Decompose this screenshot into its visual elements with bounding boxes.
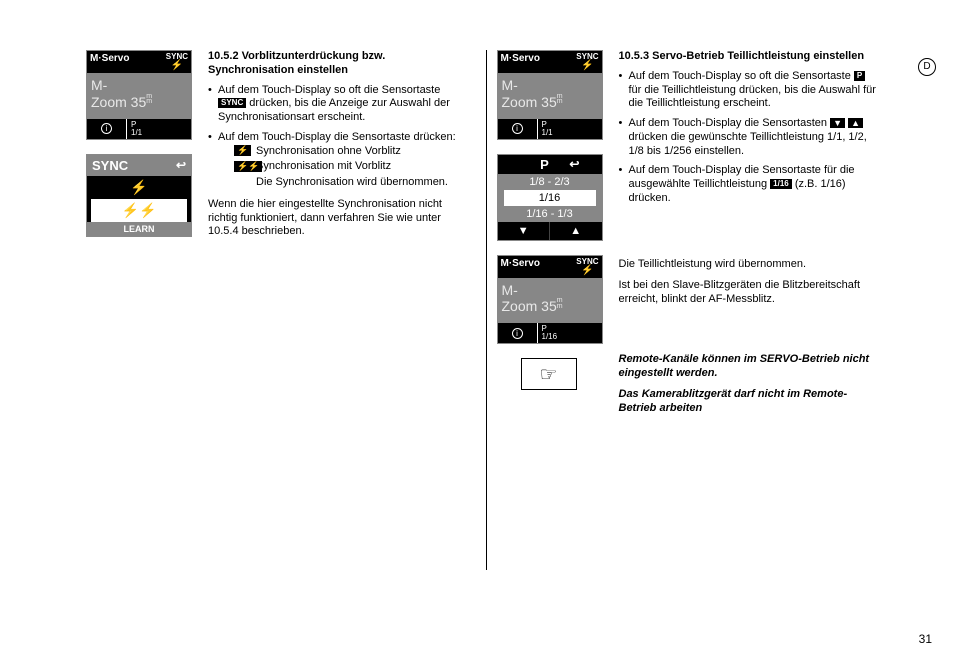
bullet-r1: • Auf dem Touch-Display so oft die Senso… bbox=[619, 70, 877, 111]
bolt-icon: ⚡ bbox=[581, 265, 593, 276]
text: drücken die gewünschte Teillichtleistung… bbox=[629, 131, 867, 157]
text: Auf dem Touch-Display so oft die Sensort… bbox=[218, 84, 440, 96]
up-arrow-icon: ▲ bbox=[550, 222, 602, 240]
sync-chip: SYNC bbox=[218, 98, 246, 108]
text: Auf dem Touch-Display so oft die Sensort… bbox=[629, 70, 851, 82]
return-icon: ↩ bbox=[569, 157, 579, 172]
power-row-2-selected: 1/16 bbox=[504, 190, 596, 206]
sync-option-1: ⚡ bbox=[87, 176, 191, 199]
p-value: 1/1 bbox=[131, 128, 142, 137]
column-right: M·Servo SYNC ⚡ M- Zoom 35mm i P bbox=[497, 50, 877, 620]
screen-zoom-label: Zoom 35 bbox=[502, 94, 557, 110]
heading-10-5-3: 10.5.3 Servo-Betrieb Teillichtleistung e… bbox=[619, 50, 877, 64]
column-left: M·Servo SYNC ⚡ M- Zoom 35mm i P bbox=[86, 50, 466, 620]
screen-zoom-label: Zoom 35 bbox=[91, 94, 146, 110]
down-arrow-chip: ▼ bbox=[830, 118, 845, 129]
note-2: Das Kamerablitzgerät darf nicht im Remot… bbox=[619, 388, 877, 416]
camera-screen-power: P ↩ 1/8 - 2/3 1/16 1/16 - 1/3 ▼ ▲ bbox=[497, 154, 603, 241]
info-icon: i bbox=[512, 123, 523, 134]
info-icon: i bbox=[101, 123, 112, 134]
p-value: 1/1 bbox=[542, 128, 553, 137]
paragraph-r2: Ist bei den Slave-Blitzgeräten die Blitz… bbox=[619, 279, 877, 307]
camera-screen-sync: SYNC ↩ ⚡ ⚡⚡ LEARN bbox=[86, 154, 192, 237]
screen-m-label: M- bbox=[91, 77, 187, 94]
paragraph-r1: Die Teillichtleistung wird übernommen. bbox=[619, 258, 877, 272]
pointer-icon: ☞ bbox=[521, 358, 577, 390]
text-right: 10.5.3 Servo-Betrieb Teillichtleistung e… bbox=[619, 50, 877, 620]
p-value: 1/16 bbox=[542, 332, 558, 341]
screen-m-label: M- bbox=[502, 77, 598, 94]
screen-m-label: M- bbox=[502, 282, 598, 299]
down-arrow-icon: ▼ bbox=[498, 222, 551, 240]
text-left: 10.5.2 Vorblitzunterdrückung bzw. Synchr… bbox=[208, 50, 466, 620]
sync-option-2-selected: ⚡⚡ bbox=[91, 199, 187, 222]
mm-label: mm bbox=[146, 94, 152, 105]
text: Synchronisation ohne Vorblitz bbox=[256, 145, 401, 159]
bolt-icon: ⚡ bbox=[581, 60, 593, 71]
column-divider bbox=[486, 50, 487, 570]
screen-mode-label: M·Servo bbox=[501, 258, 540, 269]
bullet-r3: • Auf dem Touch-Display die Sensortaste … bbox=[619, 164, 877, 205]
camera-screen-r2: M·Servo SYNC ⚡ M- Zoom 35mm i P bbox=[497, 255, 603, 345]
power-row-3: 1/16 - 1/3 bbox=[498, 206, 602, 222]
mm-label: mm bbox=[557, 94, 563, 105]
info-icon: i bbox=[512, 328, 523, 339]
language-badge: D bbox=[918, 58, 936, 76]
heading-10-5-2: 10.5.2 Vorblitzunterdrückung bzw. Synchr… bbox=[208, 50, 466, 78]
screen-mode-label: M·Servo bbox=[90, 53, 129, 64]
screen-zoom-label: Zoom 35 bbox=[502, 298, 557, 314]
return-icon: ↩ bbox=[176, 158, 186, 173]
learn-label: LEARN bbox=[87, 222, 191, 236]
sync-title: SYNC bbox=[92, 158, 128, 173]
bullet-l2: • Auf dem Touch-Display die Sensortaste … bbox=[208, 131, 466, 192]
power-row-1: 1/8 - 2/3 bbox=[498, 174, 602, 190]
camera-screen-r1: M·Servo SYNC ⚡ M- Zoom 35mm i P bbox=[497, 50, 603, 140]
text: Die Synchronisation wird übernommen. bbox=[256, 176, 448, 190]
bullet-r2: • Auf dem Touch-Display die Sensortasten… bbox=[619, 117, 877, 158]
bolt-icon: ⚡ bbox=[171, 60, 183, 71]
paragraph-l1: Wenn die hier eingestellte Synchronisati… bbox=[208, 198, 466, 239]
bolt-icon: ⚡ bbox=[234, 145, 251, 156]
up-arrow-chip: ▲ bbox=[848, 118, 863, 129]
note-1: Remote-Kanäle können im SERVO-Betrieb ni… bbox=[619, 353, 877, 381]
text: Auf dem Touch-Display die Sensortasten bbox=[629, 117, 828, 129]
text: Synchronisation mit Vorblitz bbox=[256, 160, 391, 174]
value-chip: 1/16 bbox=[770, 179, 792, 189]
text: für die Teillichtleistung drücken, bis d… bbox=[629, 84, 876, 110]
page-number: 31 bbox=[919, 632, 932, 646]
screen-mode-label: M·Servo bbox=[501, 53, 540, 64]
text: drücken, bis die Anzeige zur Auswahl der… bbox=[218, 97, 450, 123]
camera-screen-1: M·Servo SYNC ⚡ M- Zoom 35mm i P bbox=[86, 50, 192, 140]
page-content: M·Servo SYNC ⚡ M- Zoom 35mm i P bbox=[86, 50, 876, 620]
screens-left: M·Servo SYNC ⚡ M- Zoom 35mm i P bbox=[86, 50, 196, 620]
text: Auf dem Touch-Display die Sensortaste dr… bbox=[218, 131, 456, 143]
mm-label: mm bbox=[557, 298, 563, 309]
bullet-l1: • Auf dem Touch-Display so oft die Senso… bbox=[208, 84, 466, 125]
screens-right: M·Servo SYNC ⚡ M- Zoom 35mm i P bbox=[497, 50, 607, 620]
p-chip: P bbox=[854, 71, 865, 81]
p-title: P bbox=[540, 157, 549, 172]
